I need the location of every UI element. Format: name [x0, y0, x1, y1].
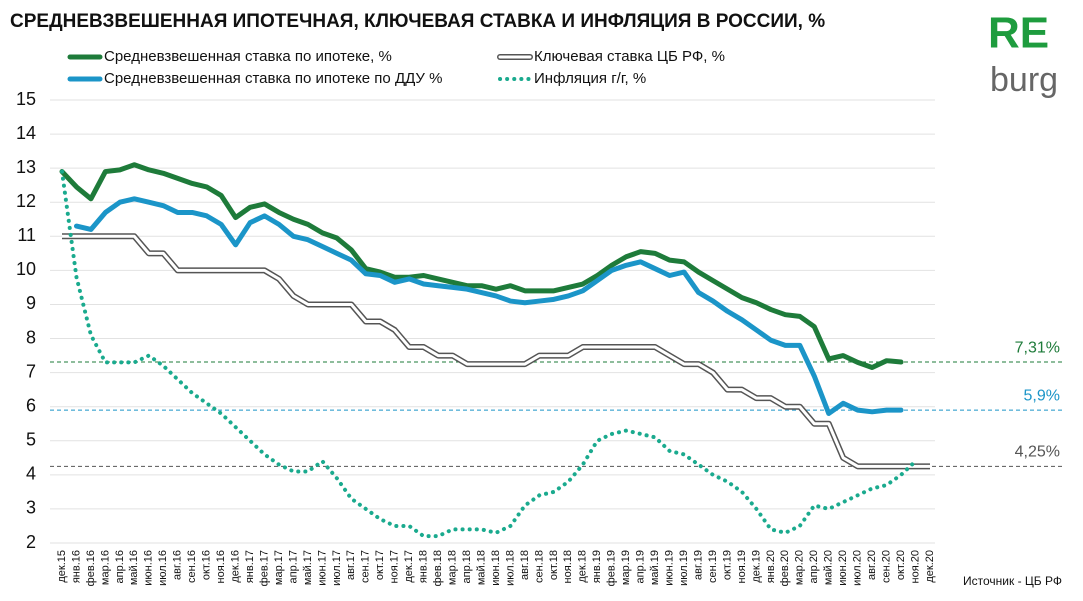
x-tick-label: янв.19 [591, 550, 603, 583]
x-tick-label: май.17 [302, 550, 314, 585]
x-tick-label: фев.20 [779, 550, 791, 586]
x-tick-label: май.16 [128, 550, 140, 585]
x-tick-label: апр.16 [114, 550, 126, 583]
x-tick-label: окт.18 [548, 550, 560, 580]
x-tick-label: фев.16 [85, 550, 97, 586]
x-tick-label: июн.16 [143, 550, 155, 586]
x-tick-label: июн.17 [316, 550, 328, 586]
x-tick-label: ноя.16 [215, 550, 227, 583]
x-tick-label: янв.16 [70, 550, 82, 583]
x-tick-label: мар.19 [620, 550, 632, 585]
chart-title: СРЕДНЕВЗВЕШЕННАЯ ИПОТЕЧНАЯ, КЛЮЧЕВАЯ СТА… [10, 11, 825, 32]
line-series [59, 162, 904, 370]
x-tick-label: июл.19 [678, 550, 690, 586]
reference-label: 7,31% [1015, 339, 1060, 356]
x-tick-label: июн.18 [490, 550, 502, 586]
x-tick-label: ноя.18 [562, 550, 574, 583]
y-tick-label: 10 [16, 259, 36, 279]
x-tick-label: фев.17 [258, 550, 270, 586]
reference-label: 4,25% [1015, 444, 1060, 461]
x-tick-label: сен.17 [360, 550, 372, 583]
x-tick-label: мар.16 [99, 550, 111, 585]
x-tick-label: апр.20 [808, 550, 820, 583]
x-tick-label: сен.20 [881, 550, 893, 583]
x-tick-label: авг.20 [866, 550, 878, 580]
legend-label: Средневзвешенная ставка по ипотеке, % [104, 48, 392, 65]
line-series [60, 169, 918, 539]
x-tick-label: сен.16 [186, 550, 198, 583]
x-tick-label: окт.19 [721, 550, 733, 580]
y-tick-label: 2 [26, 532, 36, 552]
x-tick-label: мар.20 [794, 550, 806, 585]
x-tick-label: янв.18 [418, 550, 430, 583]
y-tick-label: 12 [16, 191, 36, 211]
x-tick-label: июл.17 [331, 550, 343, 586]
x-tick-label: авг.17 [345, 550, 357, 580]
x-tick-label: авг.18 [519, 550, 531, 580]
x-tick-label: дек.15 [56, 550, 68, 583]
y-tick-label: 8 [26, 327, 36, 347]
x-tick-label: дек.17 [403, 550, 415, 583]
x-tick-label: мар.17 [273, 550, 285, 585]
y-tick-label: 7 [26, 361, 36, 381]
x-tick-label: сен.18 [533, 550, 545, 583]
x-tick-label: ноя.20 [909, 550, 921, 583]
x-tick-label: янв.20 [765, 550, 777, 583]
x-tick-label: фев.18 [432, 550, 444, 586]
legend-label: Инфляция г/г, % [534, 70, 646, 87]
line-series [62, 234, 930, 468]
x-tick-label: апр.17 [287, 550, 299, 583]
x-tick-label: мар.18 [447, 550, 459, 585]
x-tick-label: дек.20 [924, 550, 936, 583]
x-tick-label: апр.18 [461, 550, 473, 583]
source: Источник - ЦБ РФ [963, 574, 1062, 588]
x-tick-label: июл.16 [157, 550, 169, 586]
x-tick-label: дек.16 [230, 550, 242, 583]
y-tick-label: 15 [16, 89, 36, 109]
x-tick-label: окт.20 [895, 550, 907, 580]
x-tick-label: ноя.17 [389, 550, 401, 583]
x-tick-label: июл.18 [504, 550, 516, 586]
reference-label: 5,9% [1024, 387, 1060, 404]
line-series [73, 196, 904, 417]
y-tick-label: 13 [16, 157, 36, 177]
y-tick-label: 3 [26, 498, 36, 518]
x-tick-label: окт.16 [201, 550, 213, 580]
x-tick-label: июл.20 [852, 550, 864, 586]
x-tick-label: май.19 [649, 550, 661, 585]
x-tick-label: окт.17 [374, 550, 386, 580]
y-tick-label: 11 [17, 225, 36, 245]
legend-label: Ключевая ставка ЦБ РФ, % [534, 48, 725, 65]
x-tick-label: дек.18 [577, 550, 589, 583]
logo: RE [988, 9, 1049, 58]
x-tick-label: апр.19 [635, 550, 647, 583]
x-tick-label: сен.19 [707, 550, 719, 583]
y-tick-label: 9 [26, 293, 36, 313]
y-tick-label: 4 [26, 464, 36, 484]
x-tick-label: авг.16 [172, 550, 184, 580]
x-tick-label: июн.20 [837, 550, 849, 586]
x-tick-label: янв.17 [244, 550, 256, 583]
y-tick-label: 14 [16, 123, 36, 143]
x-tick-label: ноя.19 [736, 550, 748, 583]
x-tick-label: авг.19 [692, 550, 704, 580]
x-tick-label: фев.19 [606, 550, 618, 586]
logo: burg [990, 61, 1058, 99]
x-tick-label: дек.19 [750, 550, 762, 583]
y-tick-label: 6 [26, 395, 36, 415]
legend-label: Средневзвешенная ставка по ипотеке по ДД… [104, 70, 442, 87]
x-tick-label: май.18 [475, 550, 487, 585]
x-tick-label: май.20 [823, 550, 835, 585]
x-tick-label: июн.19 [664, 550, 676, 586]
y-tick-label: 5 [26, 430, 36, 450]
